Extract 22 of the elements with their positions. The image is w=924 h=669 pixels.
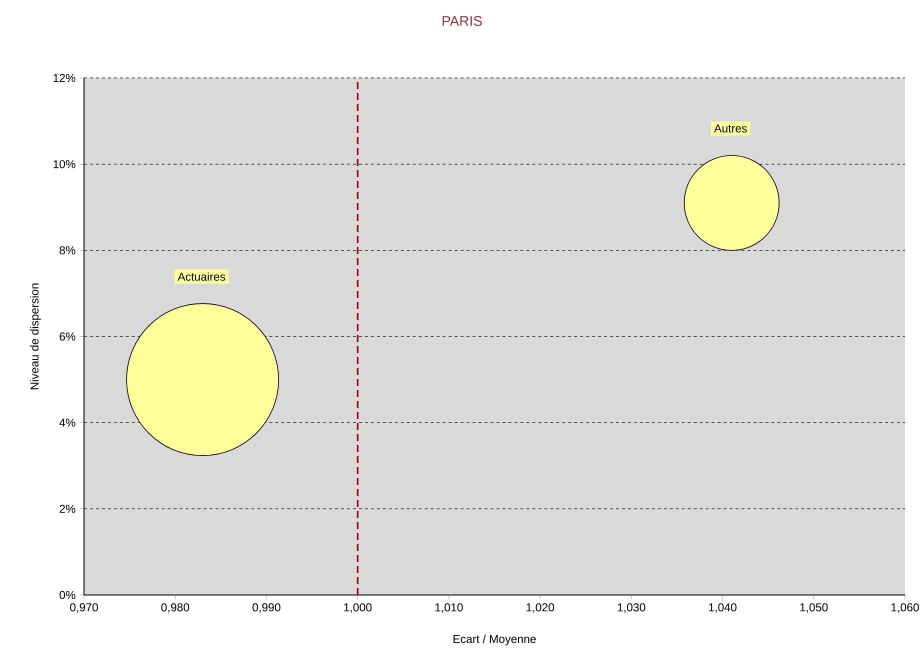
y-tick-label: 10% — [54, 160, 76, 168]
x-tick-label: 1,010 — [435, 603, 463, 613]
y-tick-label: 6% — [60, 332, 76, 341]
x-tick-label: 1,000 — [344, 603, 372, 613]
x-tick-label: 0,970 — [70, 603, 98, 613]
text: Actuaires — [178, 272, 226, 281]
x-tick-label: 1,020 — [526, 603, 554, 613]
x-tick-label: 1,060 — [891, 603, 919, 613]
text: Autres — [714, 124, 747, 132]
y-tick-label: 4% — [59, 418, 76, 427]
chart-title: PARIS — [442, 16, 482, 26]
x-tick-label: 1,050 — [800, 603, 828, 613]
x-tick-label: 1,030 — [618, 603, 646, 613]
y-tick-label: 2% — [60, 504, 76, 513]
x-tick-label: 0,980 — [161, 603, 190, 613]
y-tick-label: 12% — [54, 74, 76, 82]
x-tick-label: 0,990 — [252, 603, 280, 613]
y-tick-label: 8% — [60, 246, 76, 254]
x-tick-label: 1,040 — [709, 603, 737, 613]
y-axis-title: Niveau de dispersion — [30, 284, 41, 390]
y-tick-label: 0% — [60, 590, 76, 600]
x-axis-title: Ecart / Moyenne — [454, 634, 536, 646]
